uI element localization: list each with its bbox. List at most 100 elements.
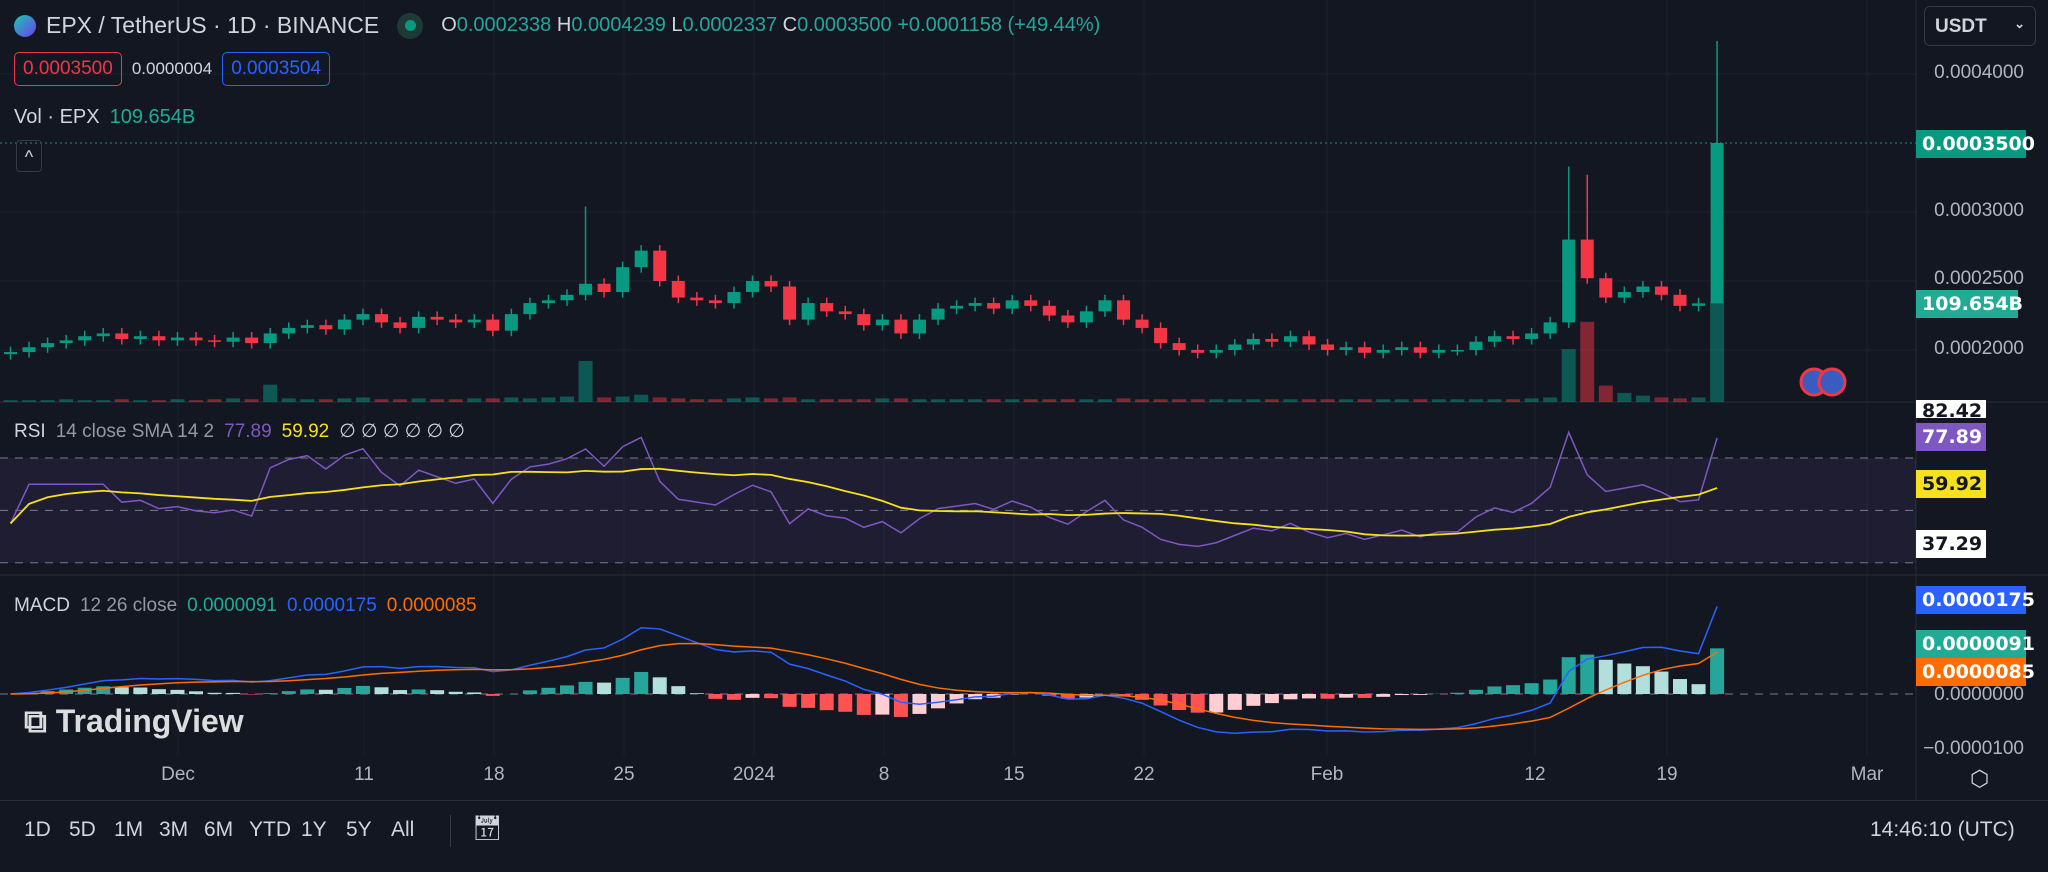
macd-histogram-bar [931, 694, 945, 709]
candle-body [1692, 303, 1706, 306]
volume-bar [1710, 302, 1725, 402]
volume-bar [3, 400, 18, 402]
volume-bar [1116, 398, 1131, 402]
candle-body [616, 267, 630, 293]
volume-bar [1246, 399, 1261, 402]
us-flag-event-icon [1817, 367, 1847, 397]
range-button-all[interactable]: All [391, 818, 415, 841]
buy-button[interactable]: 0.0003504 [222, 52, 331, 86]
macd-histogram-bar [1710, 648, 1725, 694]
range-button-5d[interactable]: 5D [69, 818, 96, 841]
goto-date-calendar-icon[interactable]: 📅︎ [472, 815, 503, 842]
candle-body [820, 303, 834, 312]
collapse-legend-button[interactable]: ^ [16, 140, 42, 172]
macd-params: 12 26 close [79, 595, 178, 616]
volume-bar [1598, 385, 1613, 402]
volume-bar [1079, 399, 1094, 402]
macd-histogram-bar [1060, 694, 1075, 699]
candle-body [375, 314, 388, 323]
volume-bar [189, 400, 203, 402]
currency-select[interactable]: USDT ⌄ [1924, 6, 2036, 46]
candle-body [4, 352, 17, 355]
candle-body [783, 286, 797, 320]
symbol-title[interactable]: EPX / TetherUS · 1D · BINANCE [46, 12, 380, 38]
candle-body [393, 322, 407, 328]
macd-histogram-bar [1209, 694, 1224, 713]
volume-bar [949, 399, 964, 402]
candle-body [690, 297, 704, 301]
chart-settings-icon[interactable]: ⬡ [1970, 766, 1990, 791]
volume-bar [151, 400, 166, 402]
candle-body [1636, 286, 1650, 293]
macd-histogram-bar [430, 690, 445, 694]
time-tick: Dec [161, 764, 195, 785]
macd-histogram-bar [1357, 694, 1372, 698]
chevron-down-icon: ⌄ [2014, 16, 2025, 31]
macd-histogram-bar [1450, 692, 1465, 694]
macd-histogram-bar [615, 677, 630, 694]
range-button-1y[interactable]: 1Y [301, 818, 327, 841]
volume-bar [430, 399, 445, 402]
time-tick: 22 [1133, 764, 1155, 785]
range-button-3m[interactable]: 3M [159, 818, 189, 841]
candle-body [708, 300, 722, 304]
candle-body [838, 311, 852, 315]
macd-histogram-bar [318, 689, 333, 694]
rsi-sma-tag: 59.92 [1916, 470, 1986, 498]
candle-body [987, 303, 1001, 309]
macd-histogram-bar [1543, 679, 1558, 694]
volume-bar [170, 399, 185, 402]
candle-body [263, 333, 277, 344]
macd-histogram-bar [1635, 666, 1650, 694]
toolbar-divider [0, 800, 2048, 801]
macd-histogram-bar [1413, 694, 1428, 695]
candle-body [1617, 292, 1631, 298]
macd-histogram-bar [1264, 694, 1279, 704]
macd-histogram-bar [1617, 663, 1632, 694]
macd-histogram-bar [875, 694, 890, 715]
toolbar-separator [450, 815, 451, 847]
candle-body [1339, 347, 1353, 350]
macd-histogram-bar [1654, 671, 1669, 694]
candle-body [189, 337, 203, 341]
sell-button[interactable]: 0.0003500 [14, 52, 122, 86]
macd-histogram-bar [1227, 694, 1242, 710]
volume-bar [856, 399, 871, 402]
volume-bar [689, 399, 704, 402]
candle-body [504, 314, 518, 331]
volume-bar [1543, 397, 1558, 402]
candle-body [1283, 336, 1297, 342]
volume-bar [1580, 321, 1595, 402]
range-button-1d[interactable]: 1D [24, 818, 51, 841]
volume-bar [968, 399, 983, 402]
macd-histogram-bar [1005, 694, 1020, 695]
candle-body [1413, 347, 1427, 353]
macd-histogram-bar [634, 671, 649, 694]
candle-body [1302, 336, 1316, 345]
volume-bar [652, 397, 667, 402]
candle-body [1005, 300, 1019, 309]
macd-histogram-bar [893, 694, 908, 717]
range-button-1m[interactable]: 1M [114, 818, 144, 841]
volume-bar [819, 399, 834, 402]
macd-histogram-bar [801, 694, 816, 708]
volume-bar [133, 400, 148, 402]
candle-body [1654, 286, 1668, 295]
rsi-sma-line [9, 467, 1718, 537]
macd-histogram-bar [151, 689, 166, 694]
range-button-5y[interactable]: 5Y [346, 818, 372, 841]
candle-body [1432, 350, 1446, 353]
candle-body [1265, 338, 1279, 342]
candle-body [1098, 300, 1112, 312]
volume-bar [1394, 399, 1409, 402]
clock[interactable]: 14:46:10 (UTC) [1870, 818, 2015, 841]
volume-bar [1413, 399, 1428, 402]
macd-histogram-bar [597, 682, 612, 694]
range-button-ytd[interactable]: YTD [249, 818, 291, 841]
macd-histogram-bar [541, 687, 556, 694]
time-tick: Feb [1310, 764, 1344, 785]
time-tick: 15 [1003, 764, 1025, 785]
range-button-6m[interactable]: 6M [204, 818, 234, 841]
time-tick: 25 [613, 764, 635, 785]
